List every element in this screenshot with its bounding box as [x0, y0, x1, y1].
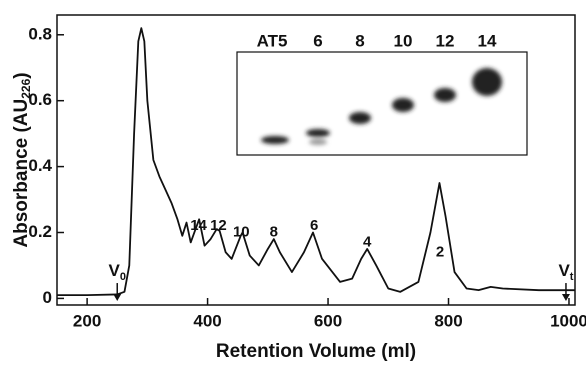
- y-tick-label: 0.6: [28, 90, 52, 109]
- gel-band: [349, 112, 371, 124]
- annotation-text: 6: [310, 217, 318, 234]
- y-tick-label: 0.2: [28, 222, 52, 241]
- annotation-text: 14: [190, 217, 207, 234]
- annotation-text: 2: [436, 243, 444, 260]
- peak-label: 8: [270, 223, 278, 240]
- arrow-head: [113, 294, 121, 301]
- gel-band: [434, 88, 456, 102]
- x-tick-label: 1000: [550, 311, 586, 330]
- peak-label: Vt: [558, 262, 573, 283]
- annotation-text: V: [558, 262, 570, 281]
- gel-band: [392, 98, 414, 112]
- annotation-text: 4: [363, 233, 372, 250]
- lane-label: 6: [313, 31, 322, 50]
- y-tick-label: 0.4: [28, 156, 52, 175]
- peak-label: 6: [310, 217, 318, 234]
- peak-label: 14: [190, 217, 207, 234]
- peak-label: V0: [108, 262, 125, 283]
- x-tick-label: 200: [73, 311, 101, 330]
- gel-band: [261, 136, 289, 144]
- lane-label: AT5: [257, 31, 288, 50]
- x-tick-label: 600: [314, 311, 342, 330]
- chart: Retention Volume (ml) Absorbance (AU226)…: [0, 0, 586, 365]
- y-tick-label: 0.8: [28, 24, 52, 43]
- peak-label: 10: [233, 223, 250, 240]
- inset: [237, 52, 527, 155]
- lane-label: 8: [355, 31, 364, 50]
- annotation-sub: t: [570, 271, 574, 283]
- peak-label: 12: [210, 217, 227, 234]
- x-tick-label: 400: [193, 311, 221, 330]
- lane-label: 10: [394, 31, 413, 50]
- peak-label: 4: [363, 233, 372, 250]
- gel-band: [472, 68, 502, 96]
- x-axis-title: Retention Volume (ml): [216, 341, 416, 362]
- lane-label: 12: [436, 31, 455, 50]
- peak-label: 2: [436, 243, 444, 260]
- gel-band: [309, 139, 327, 145]
- y-axis-title-tail: ): [11, 72, 32, 78]
- y-tick-label: 0: [43, 288, 52, 307]
- page: Retention Volume (ml) Absorbance (AU226)…: [0, 0, 586, 365]
- lane-label: 14: [478, 31, 497, 50]
- x-tick-label: 800: [434, 311, 462, 330]
- annotation-text: 12: [210, 217, 227, 234]
- annotation-text: V: [108, 262, 120, 281]
- annotation-text: 10: [233, 223, 250, 240]
- annotation-text: 8: [270, 223, 278, 240]
- annotation-sub: 0: [120, 271, 126, 283]
- gel-band: [306, 129, 330, 137]
